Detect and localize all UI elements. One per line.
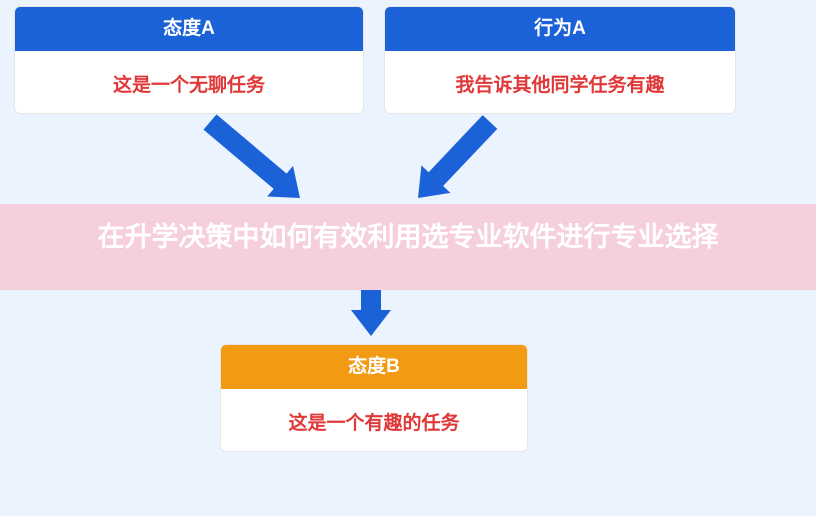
card-header-behavior-a: 行为A [385,7,735,51]
card-body-attitude-b: 这是一个有趣的任务 [221,389,527,452]
overlay-banner: 在升学决策中如何有效利用选专业软件进行专业选择 [0,204,816,290]
card-header-attitude-a: 态度A [15,7,363,51]
